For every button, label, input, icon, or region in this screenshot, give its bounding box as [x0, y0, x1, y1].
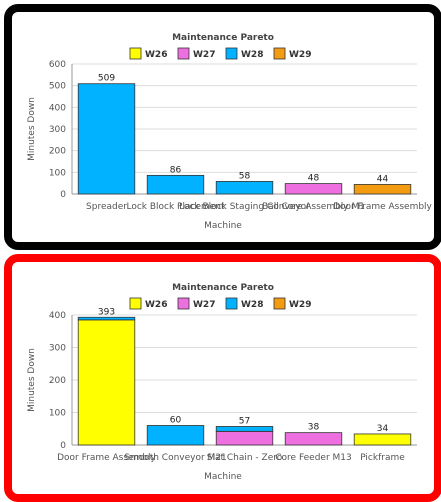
legend-swatch-w28 [225, 297, 238, 310]
y-tick-label: 500 [49, 82, 66, 92]
y-tick-label: 300 [49, 125, 66, 135]
data-label: 60 [170, 416, 182, 426]
legend-label-w27: W27 [193, 50, 215, 60]
data-label: 393 [98, 307, 115, 317]
data-label: 38 [308, 423, 320, 433]
legend-swatch-w29 [273, 297, 286, 310]
legend-swatch-w29 [273, 47, 286, 60]
bar-segment-w26 [77, 319, 136, 446]
bar-segment-w27 [284, 183, 343, 195]
chart-bottom: Maintenance Pareto W26 W27 W28 W29 0 100 200 300… [27, 283, 417, 482]
bar-segment-w28 [146, 425, 205, 446]
y-tick-label: 400 [49, 103, 66, 113]
y-tick-label: 300 [49, 344, 66, 354]
legend-label-w27: W27 [193, 300, 215, 310]
bar-segment-w28 [77, 316, 136, 321]
legend-label-w29: W29 [289, 300, 311, 310]
bar-segment-w27 [284, 432, 343, 446]
y-tick-label: 400 [49, 311, 66, 321]
data-label: 34 [377, 424, 389, 434]
x-tick-label: Door Frame Assembly [333, 202, 432, 212]
x-tick-label: Slat Chain - Zero [207, 453, 283, 463]
y-tick-label: 100 [49, 168, 66, 178]
y-tick-label: 0 [60, 441, 66, 451]
y-tick-label: 0 [60, 190, 66, 200]
data-label: 86 [170, 165, 182, 175]
data-label: 58 [239, 171, 251, 181]
x-tick-label: Pickframe [360, 453, 405, 463]
chart-title: Maintenance Pareto [172, 283, 274, 293]
x-tick-label: Spreader [86, 202, 127, 212]
x-tick-label: Smooth Conveyor M21 [124, 453, 227, 463]
chart-panel-bottom: Maintenance Pareto W26 W27 W28 W29 0 100 200 300… [4, 254, 441, 502]
y-axis-label: Minutes Down [27, 348, 37, 412]
bar-segment-w28 [77, 83, 136, 195]
bar-segment-w27 [215, 430, 274, 446]
bar-segment-w28 [215, 181, 274, 195]
y-axis-label: Minutes Down [27, 97, 37, 161]
bar-segment-w28 [215, 426, 274, 432]
chart-title: Maintenance Pareto [172, 33, 274, 43]
data-label: 509 [98, 74, 115, 84]
x-tick-label: Door Frame Assembly [57, 453, 156, 463]
x-tick-label: Ball Core Assembly M1 [262, 202, 365, 212]
x-axis-label: Machine [204, 221, 242, 231]
bar-segment-w29 [353, 184, 412, 195]
legend-swatch-w27 [177, 47, 190, 60]
y-tick-label: 200 [49, 376, 66, 386]
y-tick-label: 200 [49, 147, 66, 157]
y-tick-label: 100 [49, 409, 66, 419]
x-tick-label: Lock Block Staging Conveyor [179, 202, 310, 212]
legend-label-w28: W28 [241, 300, 263, 310]
data-label: 44 [377, 174, 389, 184]
legend-label-w26: W26 [145, 300, 167, 310]
data-label: 57 [239, 416, 250, 426]
legend-label-w28: W28 [241, 50, 263, 60]
x-axis-label: Machine [204, 472, 242, 482]
legend-swatch-w28 [225, 47, 238, 60]
chart-panel-top: Maintenance Pareto W26 W27 W28 W29 0 100 200 300… [4, 4, 441, 250]
x-tick-label: Lock Block Placement [126, 202, 225, 212]
bar-segment-w26 [353, 433, 412, 446]
data-label: 48 [308, 174, 320, 184]
chart-top: Maintenance Pareto W26 W27 W28 W29 0 100 200 300… [27, 33, 433, 231]
y-tick-label: 600 [49, 60, 66, 70]
legend-swatch-w27 [177, 297, 190, 310]
legend-label-w29: W29 [289, 50, 311, 60]
legend-label-w26: W26 [145, 50, 167, 60]
bar-segment-w28 [146, 174, 205, 195]
legend-swatch-w26 [129, 297, 142, 310]
x-tick-label: Core Feeder M13 [275, 453, 351, 463]
legend-swatch-w26 [129, 47, 142, 60]
